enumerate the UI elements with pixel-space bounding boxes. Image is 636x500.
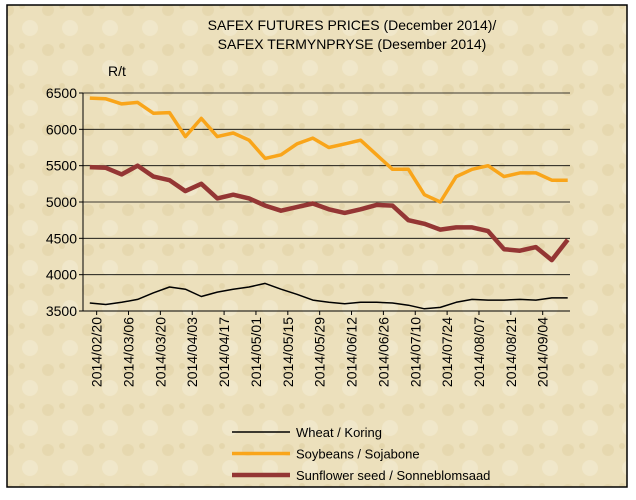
y-tick-label: 4500 xyxy=(46,230,77,246)
x-tick-label: 2014/06/26 xyxy=(375,317,391,387)
x-tick-label: 2014/06/12 xyxy=(344,317,360,387)
legend-label: Wheat / Koring xyxy=(296,425,382,440)
series-line xyxy=(89,163,570,263)
chart-subtitle: SAFEX TERMYNPRYSE (Desember 2014) xyxy=(218,36,487,52)
x-tick-label: 2014/02/20 xyxy=(89,317,105,387)
legend-label: Soybeans / Sojabone xyxy=(296,447,420,462)
legend-label: Sunflower seed / Sonneblomsaad xyxy=(296,468,490,483)
x-tick-label: 2014/07/10 xyxy=(407,317,423,387)
y-tick-label: 6500 xyxy=(46,85,77,101)
chart-frame xyxy=(6,4,628,488)
x-tick-label: 2014/07/24 xyxy=(439,317,455,387)
x-tick-label: 2014/04/17 xyxy=(216,317,232,387)
y-tick-label: 4000 xyxy=(46,267,77,283)
x-tick-label: 2014/08/21 xyxy=(503,317,519,387)
x-tick-label: 2014/09/04 xyxy=(535,317,551,387)
x-tick-label: 2014/05/29 xyxy=(312,317,328,387)
x-tick-label: 2014/05/01 xyxy=(248,317,264,387)
series-line xyxy=(89,282,568,310)
x-tick-label: 2014/08/07 xyxy=(471,317,487,387)
chart-title: SAFEX FUTURES PRICES (December 2014)/ xyxy=(208,17,497,33)
x-tick-label: 2014/03/20 xyxy=(152,317,168,387)
y-axis-label: R/t xyxy=(108,63,126,79)
y-tick-label: 3500 xyxy=(46,303,77,319)
y-tick-label: 5500 xyxy=(46,158,77,174)
x-tick-label: 2014/05/15 xyxy=(280,317,296,387)
x-tick-label: 2014/03/06 xyxy=(121,317,137,387)
y-tick-label: 5000 xyxy=(46,194,77,210)
series-line xyxy=(89,96,568,204)
y-tick-label: 6000 xyxy=(46,121,77,137)
x-tick-label: 2014/04/03 xyxy=(184,317,200,387)
